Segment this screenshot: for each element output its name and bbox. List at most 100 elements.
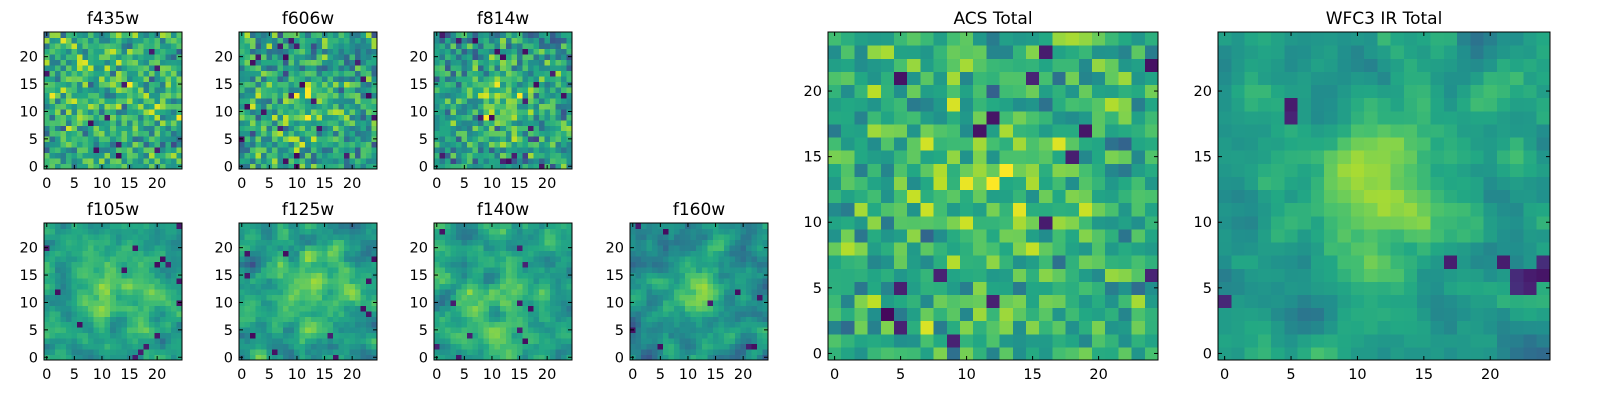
heatmap-cell: [674, 332, 681, 339]
heatmap-cell: [343, 125, 350, 132]
heatmap-cell: [165, 277, 172, 284]
heatmap-cell: [310, 294, 317, 301]
heatmap-cell: [255, 163, 262, 170]
heatmap-cell: [283, 294, 290, 301]
heatmap-cell: [77, 321, 84, 328]
heatmap-cell: [527, 316, 534, 323]
heatmap-cell: [360, 228, 367, 235]
heatmap-cell: [365, 53, 373, 60]
heatmap-cell: [439, 316, 446, 323]
heatmap-cell: [1118, 320, 1133, 335]
heatmap-cell: [354, 64, 362, 71]
heatmap-cell: [560, 32, 568, 39]
heatmap-cell: [294, 59, 301, 66]
heatmap-cell: [538, 255, 545, 262]
heatmap-cell: [718, 272, 725, 279]
heatmap-cell: [696, 283, 703, 290]
heatmap-cell: [365, 92, 373, 99]
heatmap-cell: [560, 338, 568, 345]
heatmap-cell: [343, 266, 350, 273]
heatmap-cell: [294, 114, 301, 121]
heatmap-cell: [544, 261, 551, 268]
heatmap-cell: [244, 92, 251, 99]
heatmap-cell: [685, 228, 692, 235]
heatmap-cell: [349, 228, 356, 235]
heatmap-cell: [360, 163, 367, 170]
heatmap-cell: [137, 125, 144, 132]
heatmap-cell: [349, 283, 356, 290]
heatmap-cell: [255, 37, 262, 44]
heatmap-cell: [483, 81, 490, 88]
heatmap-cell: [115, 299, 122, 306]
heatmap-cell: [143, 136, 150, 143]
heatmap-cell: [933, 294, 948, 309]
heatmap-cell: [854, 189, 869, 204]
heatmap-cell: [478, 37, 485, 44]
heatmap-cell: [132, 305, 139, 312]
heatmap-cell: [154, 277, 161, 284]
heatmap-cell: [762, 288, 769, 295]
heatmap-cell: [450, 81, 457, 88]
heatmap-cell: [729, 310, 736, 317]
heatmap-cell: [434, 147, 441, 154]
heatmap-cell: [745, 223, 753, 230]
heatmap-cell: [723, 250, 730, 257]
heatmap-cell: [343, 343, 350, 350]
heatmap-cell: [544, 92, 551, 99]
heatmap-cell: [718, 261, 725, 268]
heatmap-cell: [478, 310, 485, 317]
heatmap-cell: [483, 261, 490, 268]
heatmap-cell: [1026, 241, 1040, 256]
heatmap-cell: [49, 332, 56, 339]
heatmap-cell: [60, 97, 67, 104]
heatmap-cell: [66, 141, 73, 148]
heatmap-cell: [505, 244, 512, 251]
heatmap-cell: [349, 158, 356, 165]
heatmap-cell: [549, 48, 557, 55]
heatmap-cell: [894, 215, 908, 230]
heatmap-cell: [154, 158, 161, 165]
x-tick-label: 15: [315, 176, 333, 192]
heatmap-cell: [707, 228, 714, 235]
heatmap-cell: [527, 42, 534, 50]
heatmap-cell: [288, 152, 295, 159]
heatmap-cell: [1078, 281, 1093, 295]
heatmap-cell: [55, 283, 62, 290]
heatmap-cell: [674, 349, 681, 356]
heatmap-cell: [483, 338, 490, 345]
heatmap-cell: [159, 277, 167, 284]
heatmap-cell: [679, 223, 686, 230]
heatmap-cell: [549, 70, 557, 77]
heatmap-cell: [321, 228, 328, 235]
heatmap-cell: [549, 327, 557, 334]
heatmap-cell: [566, 97, 573, 104]
heatmap-cell: [505, 255, 512, 262]
heatmap-cell: [115, 288, 122, 295]
heatmap-cell: [283, 81, 290, 88]
heatmap-cell: [674, 266, 681, 273]
heatmap-cell: [707, 277, 714, 284]
heatmap-cell: [933, 268, 948, 282]
heatmap-cell: [723, 305, 730, 312]
heatmap-cell: [283, 125, 290, 132]
heatmap-cell: [723, 316, 730, 323]
heatmap-cell: [434, 86, 441, 93]
heatmap-cell: [261, 64, 268, 71]
heatmap-cell: [712, 332, 719, 339]
heatmap-cell: [104, 42, 111, 50]
heatmap-cell: [445, 343, 452, 350]
heatmap-cell: [93, 338, 100, 345]
heatmap-cell: [283, 53, 290, 60]
heatmap-cell: [170, 239, 178, 246]
heatmap-cell: [467, 125, 474, 132]
heatmap-cell: [93, 158, 100, 165]
heatmap-cell: [734, 277, 741, 284]
heatmap-cell: [288, 354, 295, 361]
heatmap-cell: [467, 152, 474, 159]
heatmap-cell: [880, 163, 895, 177]
heatmap-cell: [740, 310, 747, 317]
heatmap-cell: [527, 244, 534, 251]
heatmap-cell: [478, 108, 485, 115]
heatmap-cell: [483, 108, 490, 115]
heatmap-cell: [71, 59, 78, 66]
